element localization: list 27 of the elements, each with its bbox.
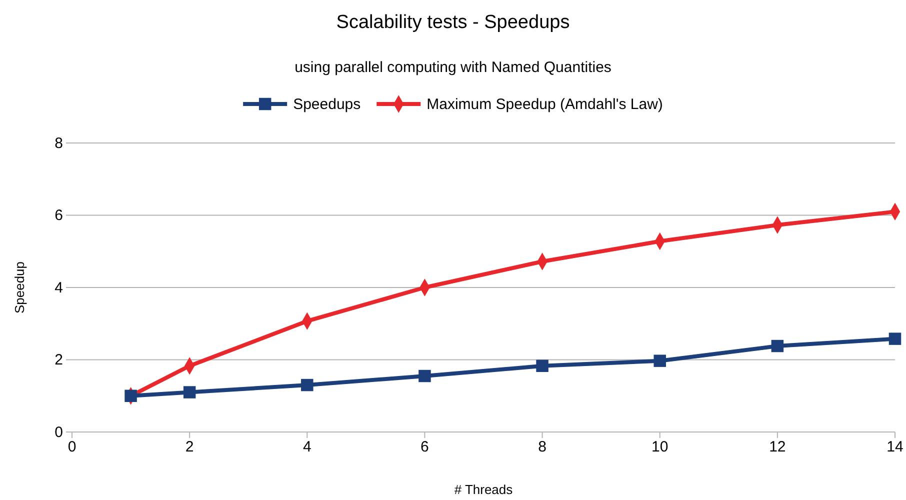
- chart-title: Scalability tests - Speedups: [336, 12, 570, 33]
- x-tick-label: 4: [302, 438, 312, 456]
- y-tick-label: 6: [54, 207, 63, 224]
- x-tick-label: 0: [68, 438, 76, 456]
- x-tick-label: 12: [769, 438, 786, 456]
- x-tick-label: 2: [185, 438, 194, 456]
- y-axis-title: Speedup: [12, 261, 27, 314]
- x-tick-label: 6: [420, 438, 429, 456]
- point: [771, 340, 784, 352]
- y-tick-label: 4: [54, 279, 63, 296]
- y-tick-label: 2: [54, 352, 63, 369]
- point: [888, 332, 902, 345]
- x-tick-label: 8: [538, 438, 546, 456]
- x-tick-label: 10: [652, 438, 668, 456]
- point: [536, 360, 548, 372]
- legend-label: Speedups: [293, 96, 361, 113]
- point: [418, 370, 431, 382]
- x-axis-title: # Threads: [454, 482, 514, 497]
- point: [301, 378, 314, 392]
- y-tick-label: 0: [54, 424, 63, 441]
- point: [124, 390, 137, 402]
- point: [654, 354, 666, 367]
- chart-subtitle: using parallel computing with Named Quantities: [294, 59, 612, 76]
- point: [183, 386, 196, 398]
- x-tick-label: 14: [886, 438, 904, 456]
- y-tick-label: 8: [54, 134, 63, 152]
- legend-label: Maximum Speedup (Amdahl's Law): [426, 96, 663, 113]
